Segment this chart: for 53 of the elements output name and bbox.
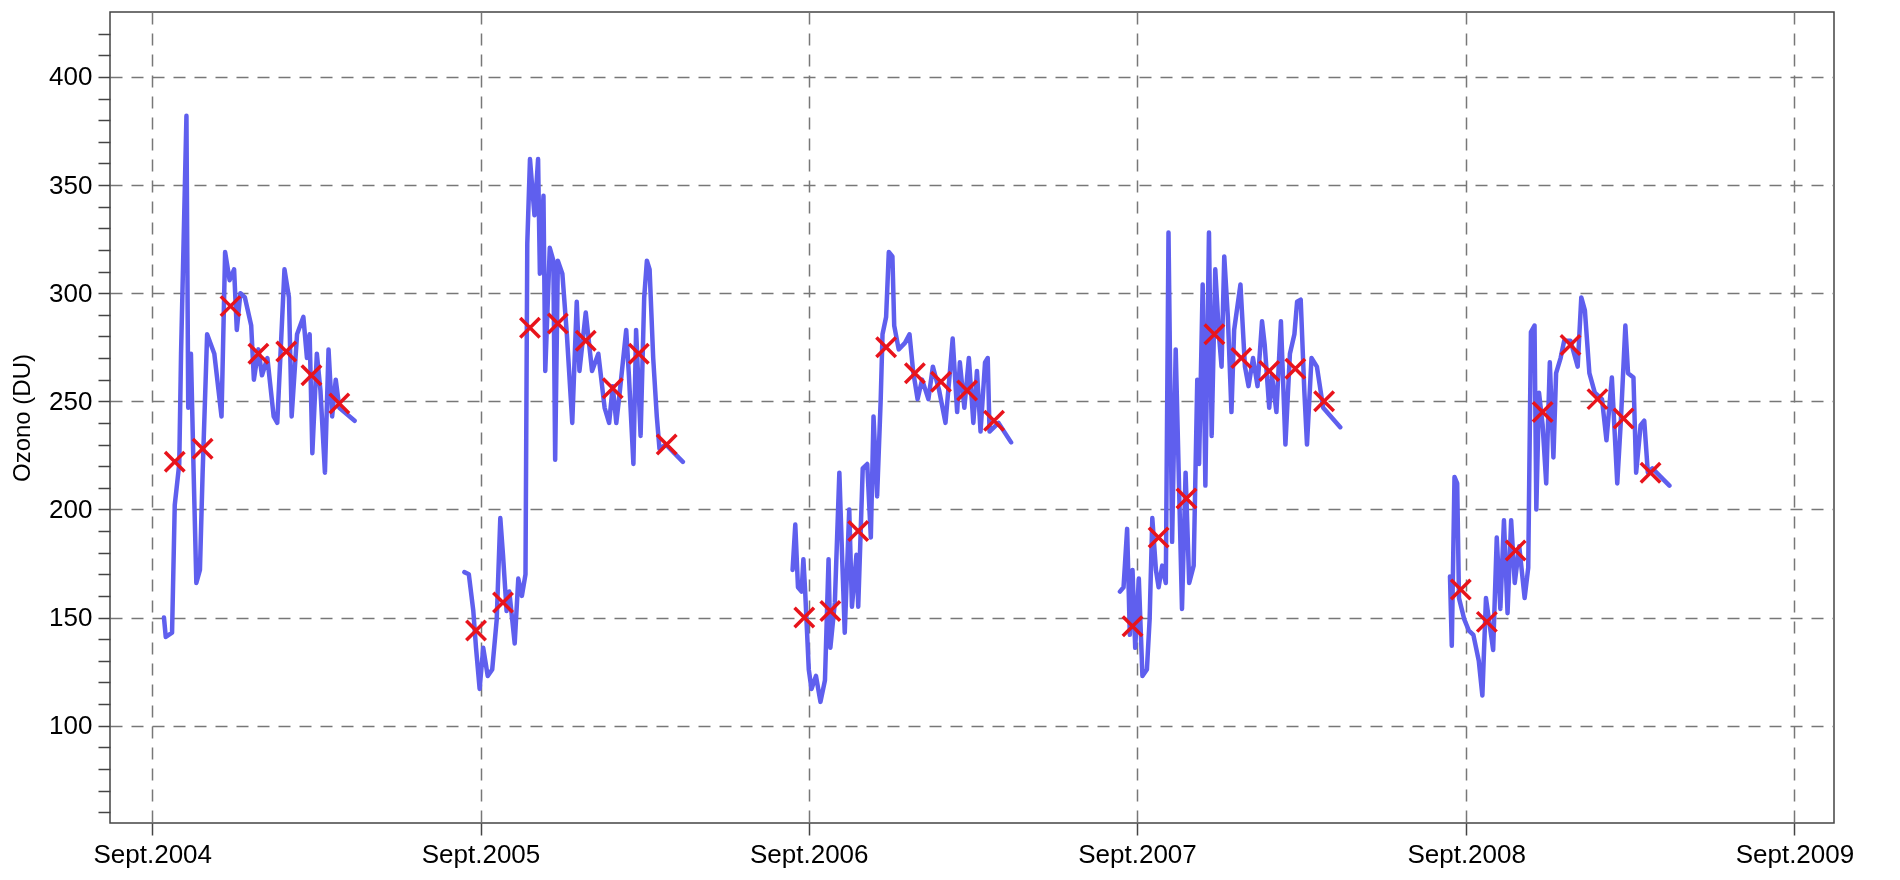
point [574, 329, 598, 353]
point [1147, 526, 1171, 550]
y-tick-label: 200 [49, 493, 93, 524]
point [299, 363, 323, 387]
point [1121, 614, 1145, 638]
point [1585, 387, 1609, 411]
point [818, 599, 842, 623]
y-tick-label: 400 [49, 61, 93, 92]
point [1312, 389, 1336, 413]
point [518, 316, 542, 340]
y-tick-label: 100 [49, 710, 93, 741]
point [903, 361, 927, 385]
point [1257, 359, 1281, 383]
y-tick-label: 300 [49, 277, 93, 308]
point [464, 619, 488, 643]
y-tick-label: 250 [49, 385, 93, 416]
point [1639, 461, 1663, 485]
x-tick-label: Sept.2008 [1407, 838, 1526, 869]
point [792, 606, 816, 630]
point [1475, 610, 1499, 634]
point [1559, 333, 1582, 357]
point [1449, 577, 1473, 601]
y-axis-title: Ozono (DU) [8, 353, 36, 483]
point [601, 376, 625, 400]
point [655, 433, 679, 457]
point [627, 342, 651, 366]
point [1504, 539, 1528, 562]
point [163, 450, 187, 474]
point [274, 340, 298, 364]
y-tick-label: 150 [49, 602, 93, 633]
x-tick-label: Sept.2007 [1078, 838, 1197, 869]
point [246, 342, 270, 366]
point [955, 378, 979, 402]
point [491, 590, 515, 614]
point [1229, 346, 1253, 370]
point [874, 335, 898, 359]
x-tick-label: Sept.2009 [1735, 838, 1855, 869]
point [846, 519, 870, 543]
y-tick-label: 350 [49, 169, 93, 200]
point [982, 409, 1006, 433]
point [219, 294, 243, 318]
point [1612, 407, 1636, 431]
x-tick-label: Sept.2006 [749, 838, 869, 869]
x-tick-label: Sept.2004 [93, 838, 213, 869]
point [1531, 400, 1555, 424]
point [191, 437, 215, 461]
point [327, 391, 351, 415]
point [1202, 322, 1226, 346]
point [929, 370, 953, 394]
point [1283, 357, 1307, 381]
point [546, 311, 570, 335]
x-tick-label: Sept.2005 [421, 838, 541, 869]
point [1174, 487, 1198, 511]
